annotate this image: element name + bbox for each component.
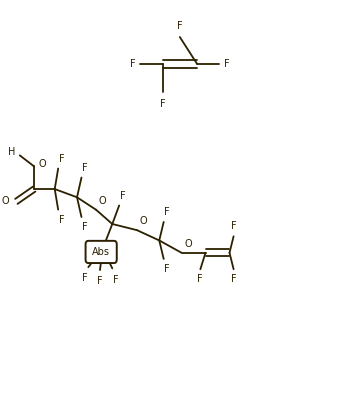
Text: H: H: [8, 147, 16, 157]
Text: O: O: [140, 216, 147, 226]
FancyBboxPatch shape: [85, 241, 117, 263]
Text: F: F: [197, 274, 202, 284]
Text: O: O: [184, 239, 192, 249]
Text: F: F: [113, 275, 119, 284]
Text: F: F: [120, 191, 126, 201]
Text: Abs: Abs: [92, 247, 110, 257]
Text: F: F: [97, 276, 103, 286]
Text: F: F: [177, 21, 183, 31]
Text: F: F: [164, 207, 170, 217]
Text: F: F: [130, 59, 135, 69]
Text: O: O: [99, 196, 106, 206]
Text: F: F: [82, 163, 88, 173]
Text: F: F: [231, 274, 236, 284]
Text: F: F: [82, 222, 88, 232]
Text: F: F: [224, 59, 230, 69]
Text: F: F: [82, 273, 87, 283]
Text: O: O: [38, 159, 46, 169]
Text: F: F: [59, 154, 64, 164]
Text: F: F: [164, 264, 170, 274]
Text: F: F: [160, 99, 165, 109]
Text: F: F: [59, 215, 64, 224]
Text: O: O: [1, 196, 9, 206]
Text: F: F: [231, 222, 236, 231]
